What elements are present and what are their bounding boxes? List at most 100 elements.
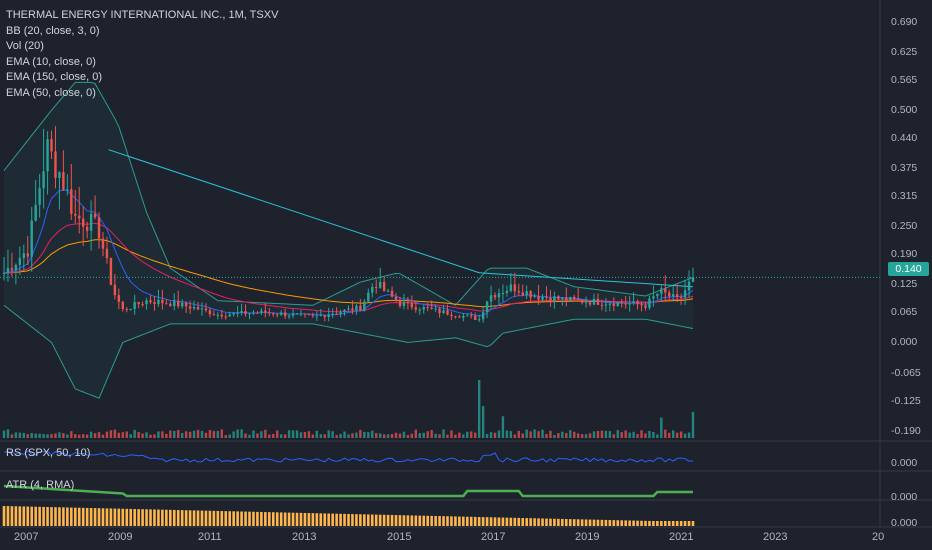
candle-body — [628, 303, 631, 305]
bottom-pane-bar — [533, 518, 536, 526]
bottom-pane-bar — [663, 521, 667, 526]
price-axis-label: 0.250 — [891, 220, 918, 233]
bottom-pane-bar — [327, 513, 331, 526]
volume-bar — [339, 433, 342, 438]
volume-bar — [89, 431, 93, 438]
volume-bar — [573, 431, 576, 438]
volume-bar — [204, 432, 208, 438]
candle-body — [672, 294, 675, 297]
volume-bar — [470, 431, 473, 438]
candle-body — [232, 312, 235, 315]
bottom-pane-bar — [125, 508, 129, 526]
bottom-pane-bar — [620, 520, 624, 526]
bottom-pane-bar — [236, 511, 239, 526]
volume-bar — [533, 429, 536, 438]
candle-body — [687, 281, 691, 291]
symbol-title: THERMAL ENERGY INTERNATIONAL INC., 1M, T… — [6, 9, 279, 21]
bottom-pane-bar — [303, 512, 307, 526]
candle-body — [394, 296, 398, 302]
volume-bar — [446, 434, 449, 438]
bottom-pane-bar — [220, 511, 224, 526]
candle-body — [78, 215, 81, 219]
candle-body — [616, 302, 619, 306]
bottom-pane-bar — [608, 520, 612, 526]
volume-bar — [85, 434, 89, 438]
volume-bar — [311, 434, 315, 438]
bottom-pane-bar — [14, 506, 18, 526]
time-axis-label: 20 — [872, 531, 885, 543]
last-price-tag: 0.140 — [888, 262, 929, 276]
bottom-pane-bar — [81, 507, 85, 526]
candle-body — [576, 299, 580, 301]
candle-body — [501, 292, 505, 294]
bottom-pane-bar — [462, 516, 465, 526]
bottom-pane-bar — [414, 515, 418, 526]
volume-bar — [576, 433, 580, 438]
candle-body — [636, 301, 639, 305]
bottom-pane-bar — [434, 515, 437, 526]
candle-body — [145, 300, 148, 305]
volume-bar — [382, 434, 386, 438]
bottom-pane-bar — [252, 511, 255, 526]
volume-bar — [272, 433, 275, 438]
bottom-pane-bar — [279, 512, 283, 526]
candle-body — [355, 305, 358, 311]
candle-body — [596, 298, 600, 305]
price-axis-label: 0.625 — [891, 46, 918, 59]
candle-body — [406, 302, 410, 304]
bottom-pane-bar — [580, 519, 584, 526]
bottom-pane-bar — [26, 506, 30, 526]
volume-bar — [232, 431, 235, 438]
legend-ema50[interactable]: EMA (50, close, 0) — [6, 86, 96, 99]
volume-bar — [256, 433, 259, 438]
bottom-pane-bar — [529, 518, 532, 526]
bottom-pane-bar — [307, 513, 311, 526]
price-axis-label: 0.000 — [891, 336, 918, 349]
candle-body — [656, 293, 659, 297]
price-axis-label: 0.440 — [891, 132, 918, 145]
volume-bar — [561, 431, 564, 438]
candle-body — [113, 284, 117, 296]
bottom-pane-bar — [232, 511, 235, 526]
bottom-pane-bar — [319, 513, 323, 526]
volume-bar — [14, 432, 18, 438]
candle-body — [644, 305, 647, 308]
rs-pane-label[interactable]: RS (SPX, 50, 10) — [6, 447, 91, 459]
bottom-pane-bar — [489, 517, 493, 526]
legend-ema150[interactable]: EMA (150, close, 0) — [6, 71, 102, 83]
volume-bar — [224, 435, 227, 438]
candle-body — [169, 303, 172, 306]
candle-body — [450, 314, 453, 317]
legend-bb[interactable]: BB (20, close, 3, 0) — [6, 24, 100, 37]
atr-pane-label[interactable]: ATR (4, RMA) — [6, 479, 75, 491]
bottom-pane-bar — [549, 518, 552, 526]
volume-bar — [319, 434, 322, 438]
volume-bar — [454, 434, 457, 438]
candle-body — [192, 306, 196, 309]
trend-line — [108, 149, 694, 288]
volume-bar — [50, 434, 53, 438]
bottom-pane-bar — [679, 521, 683, 526]
volume-bar — [375, 433, 378, 438]
volume-bar — [97, 432, 101, 438]
legend-ema10[interactable]: EMA (10, close, 0) — [6, 55, 96, 68]
volume-bar — [22, 432, 25, 438]
bottom-pane-bar — [335, 513, 338, 526]
volume-bar — [584, 434, 588, 438]
volume-bar — [169, 430, 172, 438]
bottom-pane-bar — [430, 515, 433, 526]
legend-vol[interactable]: Vol (20) — [6, 40, 44, 52]
volume-bar — [402, 431, 406, 438]
volume-bar — [458, 432, 461, 438]
volume-bar — [327, 430, 330, 438]
candle-body — [141, 304, 144, 306]
candle-body — [74, 213, 77, 216]
volume-bar — [240, 429, 243, 438]
bottom-pane-bar — [275, 512, 279, 526]
volume-bar — [137, 432, 140, 438]
bottom-pane-bar — [137, 509, 140, 526]
volume-bar — [394, 432, 398, 438]
price-axis-label: 0.565 — [891, 74, 918, 86]
bottom-pane-bar — [438, 516, 441, 526]
